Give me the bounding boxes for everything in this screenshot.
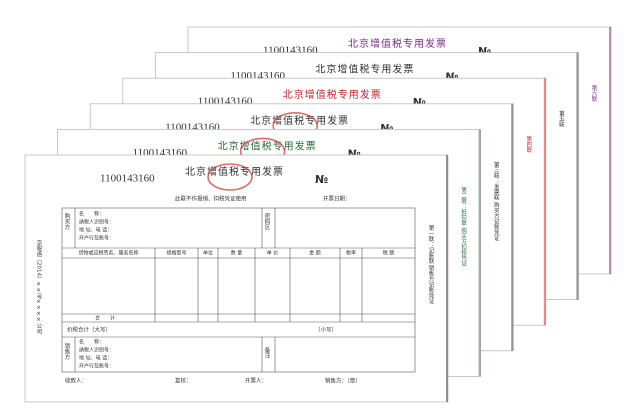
seller-heading: 销售方 xyxy=(64,342,71,361)
sheet-edge xyxy=(609,27,611,274)
invoice-title: 北京增值税专用发票 xyxy=(185,165,284,178)
seller-field: 开户行及账号： xyxy=(79,363,114,370)
buyer-field: 开户行及账号： xyxy=(79,235,114,242)
invoice-title: 北京增值税专用发票 xyxy=(315,63,414,76)
seller-field: 纳税人识别号： xyxy=(79,347,114,354)
buyer-field: 地 址、电 话： xyxy=(79,227,112,234)
side-code: 京税函〔2014〕××号××××公司 xyxy=(36,239,43,334)
small-label: （小写） xyxy=(315,326,337,334)
footer-label: 销售方：（章） xyxy=(325,377,361,385)
buyer-field: 纳税人识别号： xyxy=(79,219,114,226)
copy-label: 第二联：抵扣联 购买方扣税凭证 xyxy=(460,186,467,267)
buyer-heading: 购买方 xyxy=(64,212,71,231)
stamp xyxy=(207,163,253,191)
total-label: 合 计 xyxy=(95,315,115,322)
sheet-edge xyxy=(446,155,448,402)
buyer-field: 名 称： xyxy=(79,211,104,218)
copy-label: 第三联：发票联 购买方记账凭证 xyxy=(493,161,500,242)
copy-label: 第一联：记账联 销售方记账凭证 xyxy=(428,224,435,305)
cipher-label: 密码区 xyxy=(264,212,271,230)
table-frame xyxy=(61,207,416,373)
seller-field: 名 称： xyxy=(79,339,104,346)
footer-label: 复核： xyxy=(175,377,192,385)
invoice-no: № xyxy=(315,173,328,186)
column-header: 单 价 xyxy=(267,250,279,257)
invoice-title: 北京增值税专用发票 xyxy=(348,37,447,50)
subtitle: 此联不作报销、扣税凭证使用 xyxy=(175,195,247,203)
invoice-title: 北京增值税专用发票 xyxy=(250,114,349,127)
column-header: 规格型号 xyxy=(166,250,186,257)
grand-total-label: 价税合计（大写） xyxy=(67,326,111,334)
remarks-label: 备注 xyxy=(264,346,271,360)
sheet-edge xyxy=(543,78,546,326)
copy-label: 第四联 xyxy=(525,135,532,154)
seller-field: 地 址、电 话： xyxy=(79,355,112,362)
sheet-edge xyxy=(511,103,514,351)
column-header: 税 额 xyxy=(383,250,395,257)
date-label: 开票日期： xyxy=(323,196,351,203)
copy-label: 第六联 xyxy=(591,84,598,103)
sheet-edge xyxy=(576,52,579,300)
invoice-title: 北京增值税专用发票 xyxy=(218,139,317,152)
footer-label: 收款人： xyxy=(65,377,87,385)
copy-label: 第五联 xyxy=(558,109,565,128)
sheet-edge xyxy=(478,129,481,377)
column-header: 单位 xyxy=(203,250,213,257)
invoice-sheet xyxy=(24,154,449,403)
column-header: 金 额 xyxy=(309,250,321,257)
column-header: 数 量 xyxy=(231,250,243,257)
invoice-number: 1100143160 xyxy=(100,173,155,185)
footer-label: 开票人： xyxy=(245,378,267,385)
invoice-title: 北京增值税专用发票 xyxy=(283,88,382,101)
column-header: 税率 xyxy=(346,250,356,257)
column-header: 货物或应税劳务、服务名称 xyxy=(78,250,138,257)
